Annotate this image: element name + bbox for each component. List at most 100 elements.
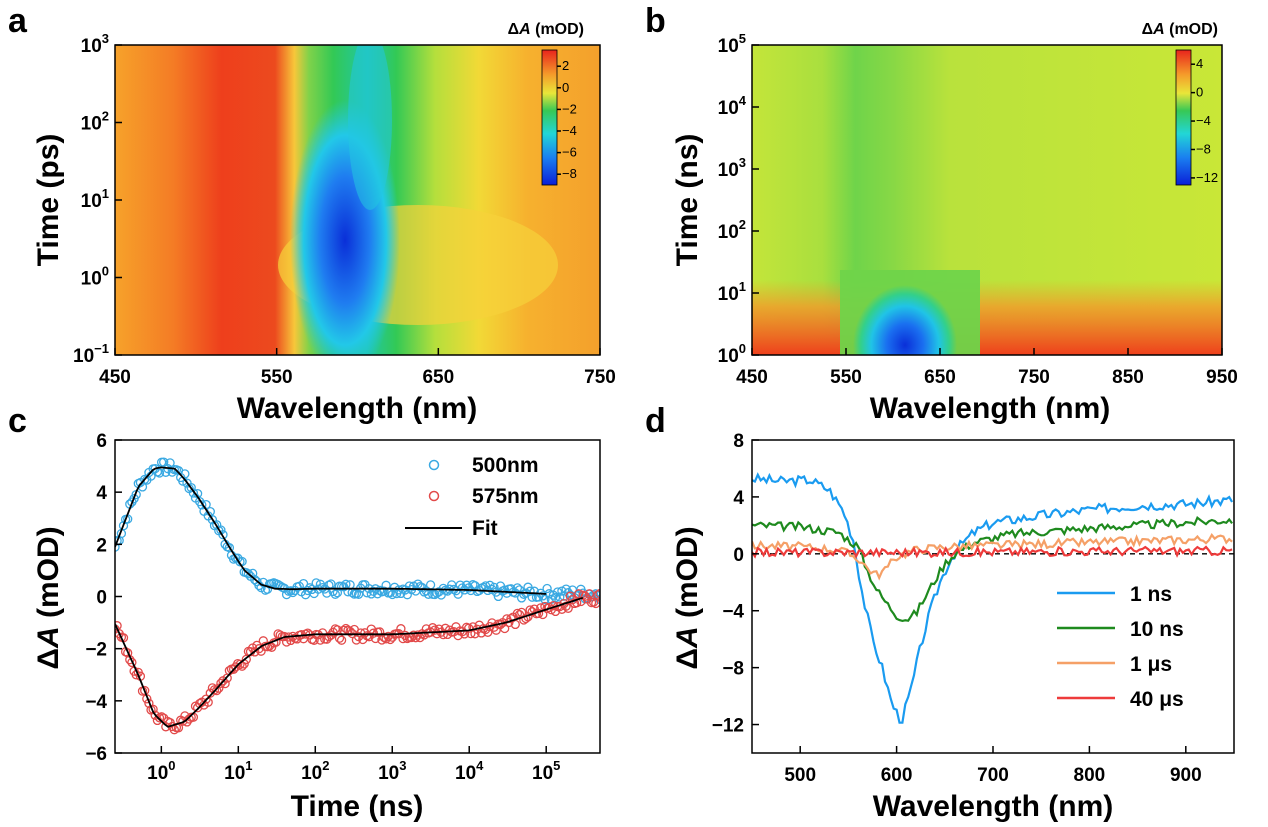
data-point xyxy=(408,630,419,640)
y-tick-label: 2 xyxy=(96,535,107,556)
panel-d-x-axis-title: Wavelength (nm) xyxy=(873,790,1114,823)
spectrum-40-μs xyxy=(752,545,1233,559)
panel-a-y-ticks: 10−1 100 101 102 103 xyxy=(73,31,122,367)
x-tick-label: 103 xyxy=(378,758,406,784)
y-tick-label: 0 xyxy=(96,588,107,609)
colorbar-tick-label: 4 xyxy=(1196,56,1203,71)
data-point xyxy=(154,468,165,478)
colorbar-tick-label: −2 xyxy=(562,101,577,116)
y-tick-label: 103 xyxy=(81,31,109,57)
x-tick-label: 550 xyxy=(830,367,862,388)
panel-b-colorbar-ticks: 4 0 −4 −8 −12 xyxy=(1191,56,1218,185)
y-tick-label: 8 xyxy=(733,431,744,452)
panel-d-x-ticks: 500 600 700 800 900 xyxy=(784,746,1202,786)
panel-c-y-axis-title: ΔA (mOD) xyxy=(32,526,65,669)
spectrum-1-ns xyxy=(752,472,1234,724)
legend-label-575nm: 575nm xyxy=(472,485,539,508)
x-tick-label: 750 xyxy=(584,367,616,388)
legend-label-500nm: 500nm xyxy=(472,454,539,477)
x-tick-label: 101 xyxy=(224,758,252,784)
colorbar-tick-label: 0 xyxy=(1196,85,1203,100)
panel-b-heatmap: 450 550 650 750 850 950 100 101 102 103 104 105 Wa… xyxy=(671,21,1238,425)
data-point xyxy=(127,657,137,668)
data-point xyxy=(368,628,379,638)
data-point xyxy=(216,678,226,688)
data-point xyxy=(408,581,419,591)
y-tick-label: 10−1 xyxy=(73,341,109,367)
data-point xyxy=(184,714,194,724)
y-tick-label: 104 xyxy=(718,93,747,119)
y-tick-label: −4 xyxy=(85,692,107,713)
data-point xyxy=(197,500,207,510)
y-tick-label: 100 xyxy=(718,341,746,367)
data-point xyxy=(432,629,442,639)
panel-b-y-axis-title: Time (ns) xyxy=(671,134,704,267)
fit-line-500nm xyxy=(115,466,547,595)
data-point xyxy=(218,530,228,540)
spectrum-1-μs xyxy=(752,533,1233,581)
data-point xyxy=(123,648,133,658)
x-tick-label: 750 xyxy=(1018,367,1050,388)
x-tick-label: 500 xyxy=(784,765,816,786)
panel-label-c: c xyxy=(8,402,27,440)
data-point xyxy=(396,624,406,634)
y-tick-label: −12 xyxy=(712,716,744,737)
colorbar-tick-label: −12 xyxy=(1196,170,1218,185)
data-point xyxy=(330,589,340,599)
x-tick-label: 700 xyxy=(977,765,1009,786)
panel-d-spectra: 500 600 700 800 900 8 4 0 −4 −8 −12 Wavelength (n… xyxy=(671,431,1235,823)
x-tick-label: 105 xyxy=(532,758,560,784)
panel-c-x-ticks: 100 101 102 103 104 105 xyxy=(147,746,560,784)
series-575nm xyxy=(115,588,600,735)
data-point xyxy=(186,482,196,493)
data-point xyxy=(525,586,535,596)
data-point xyxy=(212,685,222,696)
x-tick-label: 102 xyxy=(301,758,329,784)
panel-a-colorbar-title: ΔA (mOD) xyxy=(508,21,584,38)
data-point xyxy=(214,683,224,693)
data-point xyxy=(336,635,347,645)
colorbar-tick-label: −8 xyxy=(562,166,577,181)
y-tick-label: 6 xyxy=(96,431,107,452)
panel-a-heatmap: 450 550 650 750 10−1 100 101 102 103 Wavelength… xyxy=(32,21,616,425)
colorbar-tick-label: −4 xyxy=(1196,113,1211,128)
data-point xyxy=(188,488,199,498)
panel-a-x-ticks: 450 550 650 750 xyxy=(99,348,616,388)
legend-marker-575nm xyxy=(428,490,440,502)
data-point xyxy=(235,659,245,670)
x-tick-label: 650 xyxy=(924,367,956,388)
y-tick-label: 101 xyxy=(718,279,746,305)
data-point xyxy=(563,603,573,613)
data-point xyxy=(375,585,385,596)
data-point xyxy=(557,586,567,596)
panel-label-a: a xyxy=(8,2,28,40)
panel-label-d: d xyxy=(645,402,666,440)
data-point xyxy=(483,627,493,637)
colorbar-tick-label: −4 xyxy=(562,123,577,138)
y-tick-label: −2 xyxy=(85,640,107,661)
x-tick-label: 450 xyxy=(99,367,131,388)
x-tick-label: 450 xyxy=(736,367,768,388)
y-tick-label: 4 xyxy=(96,483,107,504)
data-point xyxy=(345,626,355,637)
x-tick-label: 950 xyxy=(1206,367,1238,388)
panel-d-y-ticks: 8 4 0 −4 −8 −12 xyxy=(712,431,759,737)
panel-c-legend: 500nm 575nm Fit xyxy=(405,454,539,540)
data-point xyxy=(595,588,600,599)
data-point xyxy=(243,569,254,579)
fit-line-575nm xyxy=(115,596,584,728)
legend-label-40-μs: 40 μs xyxy=(1130,688,1184,711)
panel-b-x-ticks: 450 550 650 750 850 950 xyxy=(736,348,1238,388)
data-point xyxy=(303,628,313,638)
y-tick-label: −8 xyxy=(722,659,744,680)
data-point xyxy=(552,587,563,597)
panel-b-y-ticks: 100 101 102 103 104 105 xyxy=(718,31,759,367)
data-point xyxy=(438,629,448,640)
data-point xyxy=(491,625,501,635)
data-point xyxy=(512,608,523,619)
data-point xyxy=(254,644,264,654)
data-point xyxy=(423,589,434,599)
data-point xyxy=(487,618,497,628)
data-point xyxy=(115,542,120,552)
